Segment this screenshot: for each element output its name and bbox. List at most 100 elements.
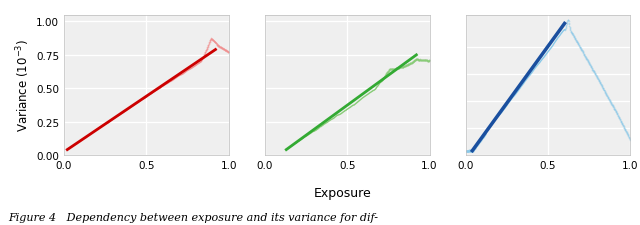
Point [213,45,223,48]
Point [596,83,606,87]
Point [577,49,587,52]
Point [202,47,212,51]
Point [380,75,390,79]
Point [397,65,408,69]
Point [474,140,484,144]
Point [574,45,584,48]
Point [462,149,472,153]
Point [216,46,226,50]
Point [204,44,214,47]
Point [400,65,410,68]
Point [209,40,220,44]
Point [473,142,483,145]
Point [411,58,421,62]
Point [573,42,583,46]
Point [609,107,619,110]
Point [412,58,422,62]
Point [461,149,472,153]
Point [598,87,608,90]
Point [588,70,598,73]
Point [381,73,392,76]
Point [406,62,416,66]
Point [567,32,577,36]
Point [590,73,600,77]
Point [624,136,634,139]
Point [390,68,400,71]
Point [385,68,395,72]
Point [381,72,392,76]
Point [204,42,214,46]
Point [404,63,414,67]
Point [477,136,487,140]
Point [575,47,586,50]
Point [420,59,430,63]
Point [590,72,600,76]
Point [201,50,211,53]
Point [613,114,623,118]
Point [423,60,433,63]
Point [621,130,631,133]
Point [586,66,596,70]
Point [403,64,413,67]
Point [401,64,412,68]
Point [595,82,605,86]
Point [595,81,605,85]
Point [463,149,474,153]
Point [387,68,397,72]
Point [383,70,393,74]
Point [218,48,228,52]
Point [422,59,432,63]
Point [580,55,590,58]
Point [198,55,209,59]
Point [584,61,594,65]
Point [379,76,389,79]
Point [613,115,623,118]
Point [573,42,583,46]
Point [465,149,475,153]
Point [589,71,599,74]
Point [479,134,489,137]
Point [480,132,490,135]
Point [424,59,434,63]
Point [579,53,589,57]
Point [203,45,213,49]
Point [477,137,487,140]
Point [221,50,232,53]
Point [397,66,407,69]
Point [614,117,625,121]
Point [593,77,603,81]
Point [417,59,428,62]
Point [392,67,402,71]
Point [214,46,225,49]
Point [377,79,387,83]
Point [399,65,410,69]
Point [394,66,404,70]
Point [589,72,600,75]
Point [406,62,417,65]
Point [466,149,476,153]
Point [213,45,223,48]
Point [463,149,474,153]
Point [569,36,579,40]
Point [388,68,398,71]
Point [211,42,221,46]
Point [398,65,408,69]
Point [207,38,217,41]
Point [465,149,476,153]
Point [423,59,433,63]
Point [579,53,589,56]
Point [470,145,481,149]
Point [581,57,591,61]
Point [616,120,626,124]
Point [378,78,388,82]
Point [216,46,226,50]
Point [424,59,435,63]
Point [586,65,596,68]
Point [599,89,609,93]
Point [568,34,578,38]
Point [398,65,408,69]
Point [394,66,404,70]
Point [206,37,216,41]
Point [410,59,420,63]
Point [412,58,422,62]
